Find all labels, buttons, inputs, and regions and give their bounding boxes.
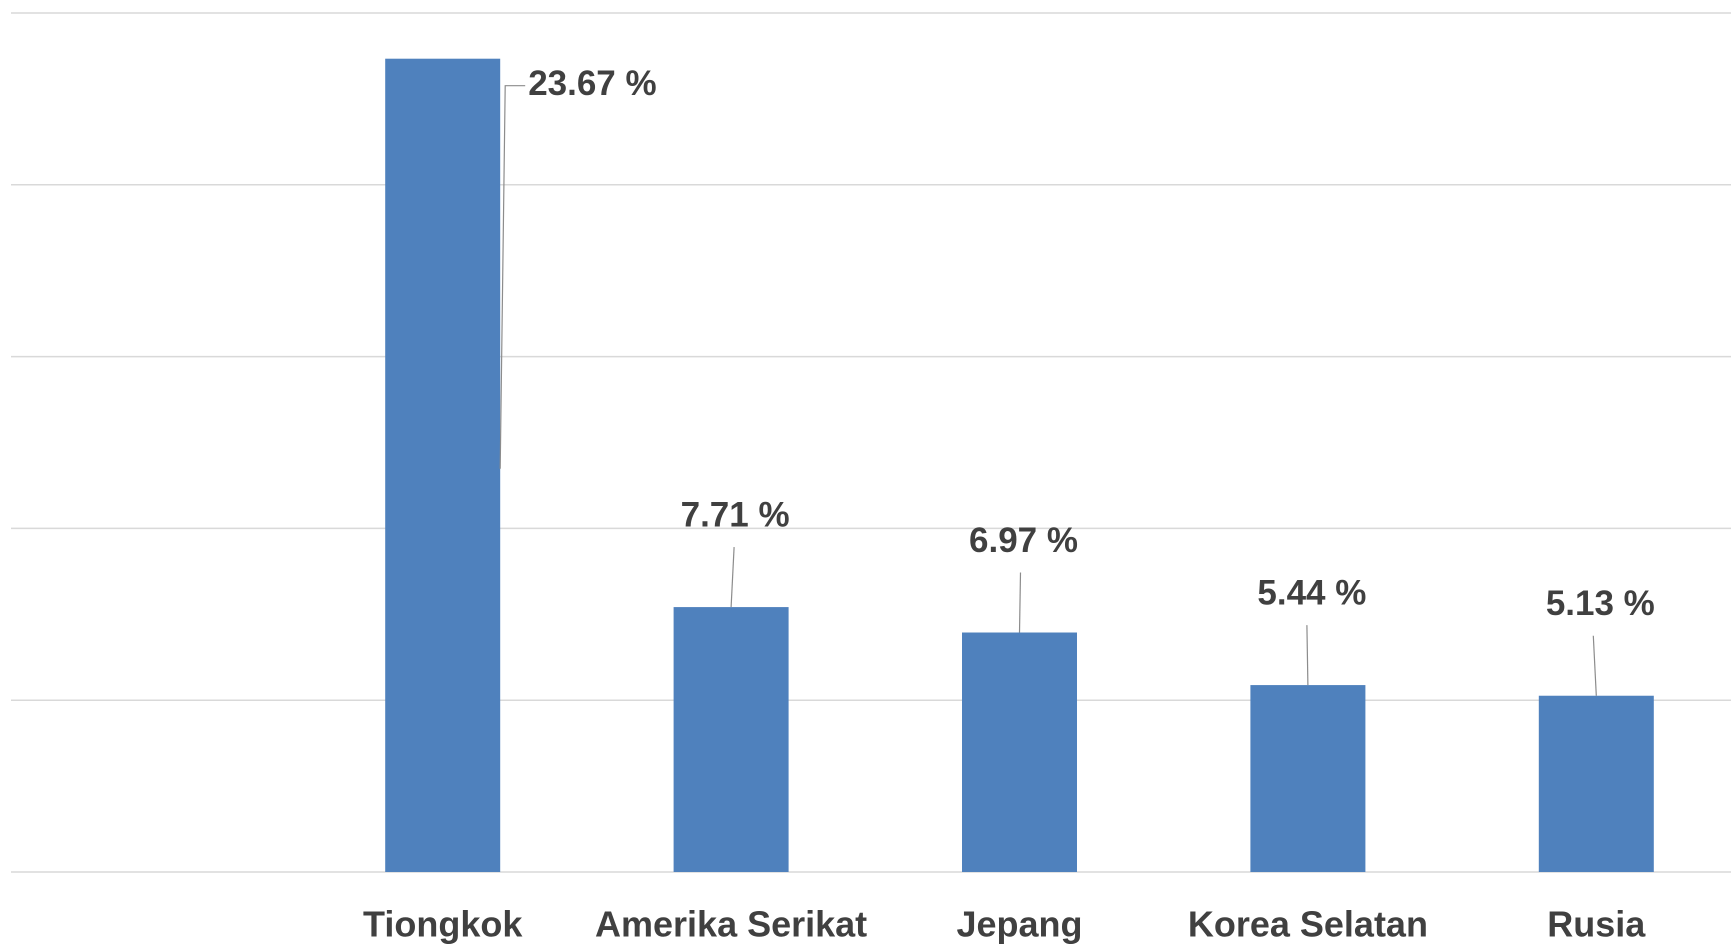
data-label: 7.71 %: [681, 495, 790, 534]
x-tick-label: Rusia: [1547, 904, 1646, 945]
leader-line: [1592, 635, 1597, 696]
x-tick-label: Korea Selatan: [1188, 904, 1428, 945]
bar: [962, 632, 1077, 872]
leader-line: [730, 547, 735, 608]
bar: [1538, 695, 1654, 872]
bar: [673, 607, 789, 872]
leader-line: [1306, 625, 1309, 686]
data-label: 6.97 %: [969, 521, 1078, 560]
data-label: 5.44 %: [1257, 573, 1366, 612]
leader-line: [1018, 572, 1022, 633]
leader-line: [499, 85, 526, 469]
x-tick-label: Jepang: [956, 904, 1082, 945]
x-tick-label: Tiongkok: [363, 904, 523, 945]
data-label: 23.67 %: [528, 64, 656, 103]
data-label: 5.13 %: [1546, 584, 1655, 623]
x-tick-label: Amerika Serikat: [595, 904, 867, 945]
bar: [1250, 685, 1366, 872]
bar: [385, 58, 501, 873]
